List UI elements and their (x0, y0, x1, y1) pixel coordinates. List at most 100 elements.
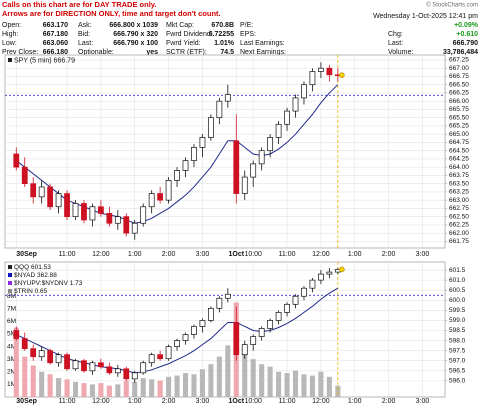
quote-label: Open: (2, 22, 21, 29)
volume-bar (174, 375, 180, 397)
candle-body (89, 362, 96, 372)
x-tick-label: 11:00 (59, 398, 76, 405)
y-tick-label: 664.75 (449, 139, 469, 146)
quote-value: 670.8B (211, 22, 234, 29)
quote-label: Next Earnings: (240, 49, 286, 56)
candle-body (157, 354, 164, 360)
quote-label: Chg: (388, 31, 403, 38)
candle-body (250, 163, 257, 178)
candle-body (250, 336, 257, 345)
volume-bar (13, 327, 19, 397)
volume-bar (30, 365, 36, 397)
y-tick-label: 664.00 (449, 164, 469, 171)
candle-body (182, 334, 189, 341)
quote-label: Prev Close: (2, 49, 38, 56)
x-tick-label: 11:00 (279, 398, 296, 405)
candle-body (114, 216, 121, 224)
candle-body (13, 330, 20, 339)
candle-body (157, 193, 164, 201)
y-tick-label: 597.0 (449, 357, 466, 364)
candle-body (267, 137, 274, 152)
volume-bar (157, 380, 163, 397)
candle-body (89, 206, 96, 221)
current-marker (339, 266, 345, 273)
candle-body (106, 213, 113, 224)
x-tick-label: 1Oct (229, 251, 245, 258)
y-tick-label: 601.0 (449, 277, 466, 284)
y-tick-label: 666.50 (449, 81, 469, 88)
candle-body (301, 287, 307, 297)
y-tick-label: 664.25 (449, 156, 469, 163)
y-tick-label: 665.00 (449, 131, 469, 138)
volume-bar (225, 345, 231, 397)
candle-body (267, 320, 274, 329)
quote-value: 666.800 x 1039 (109, 22, 158, 29)
candle-body (148, 354, 155, 364)
candle-body (131, 372, 138, 380)
legend-swatch (8, 289, 12, 293)
volume-bar (149, 379, 155, 397)
candle-body (81, 360, 87, 372)
volume-bar (182, 373, 189, 397)
x-tick-label: 2:00 (382, 398, 396, 405)
quote-value: 663.060 (43, 40, 68, 47)
volume-bar (106, 385, 112, 397)
volume-tick-label: 6M (7, 318, 16, 325)
candle-body (13, 153, 20, 168)
candle-body (326, 67, 333, 76)
candle-body (174, 170, 180, 181)
x-tick-label: 2:00 (162, 398, 176, 405)
candle-body (216, 100, 223, 119)
y-tick-label: 600.5 (449, 287, 466, 294)
x-tick-label: 11:00 (279, 251, 296, 258)
quote-value: +0.09% (454, 22, 479, 29)
y-tick-label: 663.50 (449, 180, 469, 187)
volume-bar (250, 359, 256, 397)
volume-tick-label: 8M (7, 293, 16, 300)
y-tick-label: 599.5 (449, 307, 466, 314)
candle-body (233, 322, 240, 356)
x-tick-label: 30Sep (16, 398, 37, 405)
candle-body (258, 328, 265, 337)
candle-body (131, 222, 138, 234)
y-tick-label: 662.25 (449, 222, 469, 229)
volume-bar (72, 381, 79, 397)
y-tick-label: 667.25 (449, 57, 469, 64)
volume-bar (191, 374, 197, 397)
candle-body (275, 312, 282, 321)
volume-bar (89, 384, 95, 397)
y-tick-label: 596.5 (449, 368, 466, 375)
quote-value: +0.610 (456, 31, 478, 38)
y-tick-label: 663.75 (449, 172, 469, 179)
candle-body (208, 117, 214, 138)
volume-bar (56, 378, 62, 397)
volume-bar (115, 384, 121, 397)
volume-bar (267, 366, 273, 397)
quote-label: Fwrd Dividend: (166, 31, 213, 38)
y-tick-label: 662.75 (449, 205, 469, 212)
legend-entry: $NYAD 362.88 (14, 272, 57, 279)
x-tick-label: 3:00 (416, 398, 430, 405)
x-tick-label: 2:00 (382, 251, 396, 258)
candle-body (318, 273, 324, 281)
x-tick-label: 12:00 (312, 251, 330, 258)
volume-bar (242, 349, 248, 397)
y-tick-label: 598.0 (449, 337, 466, 344)
volume-bar (199, 369, 205, 397)
x-tick-label: 1Oct (229, 398, 245, 405)
quote-value: 667.180 (43, 31, 68, 38)
legend-entry: $NYUPV:$NYDNV 1.73 (14, 280, 83, 287)
y-tick-label: 596.0 (449, 378, 466, 385)
volume-bar (259, 364, 265, 397)
candle-body (38, 350, 45, 358)
candle-body (98, 206, 104, 214)
candle-body (64, 354, 70, 370)
quote-label: Last: (78, 40, 93, 47)
volume-bar (276, 371, 282, 397)
candle-body (258, 150, 265, 165)
candle-body (292, 97, 299, 112)
candle-body (284, 110, 290, 125)
volume-bar (335, 385, 341, 397)
x-tick-label: 1:00 (348, 398, 362, 405)
